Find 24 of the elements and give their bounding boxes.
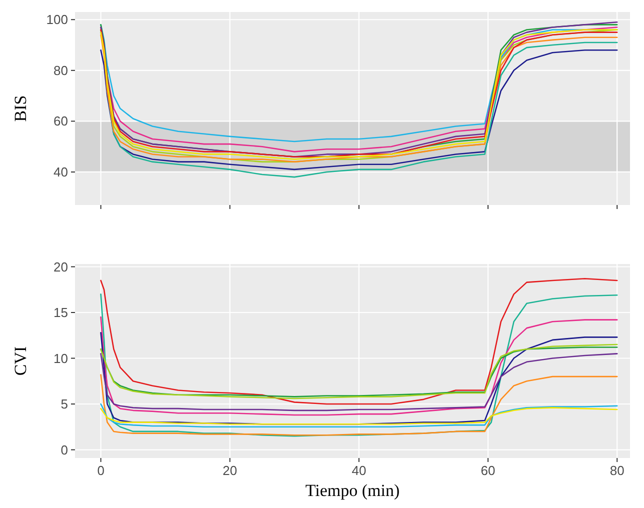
line-series [100,278,618,405]
y-axis-title: CVI [11,346,30,376]
y-tick-label: 40 [54,164,68,180]
x-tick-label: 40 [352,463,366,478]
y-tick-label: 5 [60,396,68,412]
x-tick-label: 20 [222,463,238,478]
x-axis-title: Tiempo (min) [305,481,400,500]
y-tick-label: 10 [54,350,68,366]
y-tick-label: 15 [54,305,68,320]
line-series [100,374,618,436]
line-series [100,353,618,412]
line-series [100,403,618,428]
line-series [100,49,618,170]
y-tick-label: 60 [54,114,68,129]
x-tick-label: 80 [610,463,624,478]
y-tick-label: 20 [54,259,68,274]
y-tick-label: 80 [54,62,68,78]
x-tick-label: 60 [480,463,496,478]
y-tick-label: 100 [46,12,68,28]
y-tick-label: 0 [60,442,68,458]
line-series [100,316,618,416]
line-series [100,407,618,425]
y-axis-title: BIS [11,95,30,122]
x-tick-label: 0 [97,463,104,478]
